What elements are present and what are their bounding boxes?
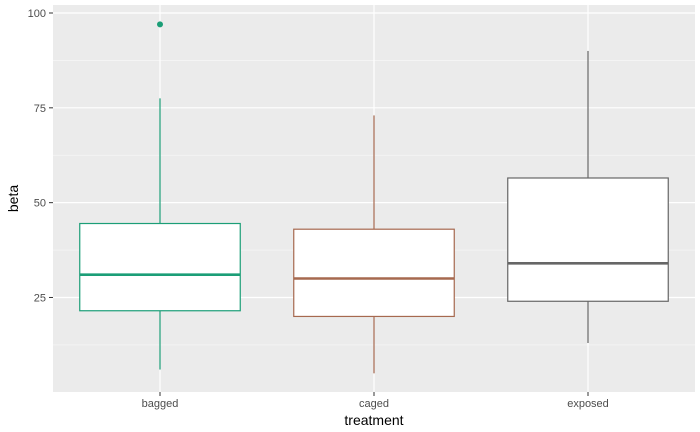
- box-iqr: [79, 222, 241, 312]
- y-tick-label: 75: [34, 103, 46, 115]
- box-iqr: [507, 177, 669, 302]
- x-axis-title: treatment: [344, 412, 403, 428]
- box-bagged: [79, 21, 241, 370]
- y-axis: 25 50 75 100: [28, 8, 53, 304]
- box-caged: [293, 115, 455, 374]
- y-tick-label: 25: [34, 292, 46, 304]
- boxes-layer: [79, 21, 669, 374]
- x-tick-label: bagged: [142, 398, 179, 410]
- box-iqr: [293, 228, 455, 318]
- x-tick-label: caged: [359, 398, 389, 410]
- outlier-point: [157, 21, 163, 28]
- y-tick-label: 50: [34, 198, 46, 210]
- y-tick-label: 100: [28, 8, 46, 20]
- x-tick-label: exposed: [567, 398, 609, 410]
- y-axis-title: beta: [5, 185, 21, 212]
- x-axis: bagged caged exposed: [142, 392, 609, 410]
- box-exposed: [507, 50, 669, 343]
